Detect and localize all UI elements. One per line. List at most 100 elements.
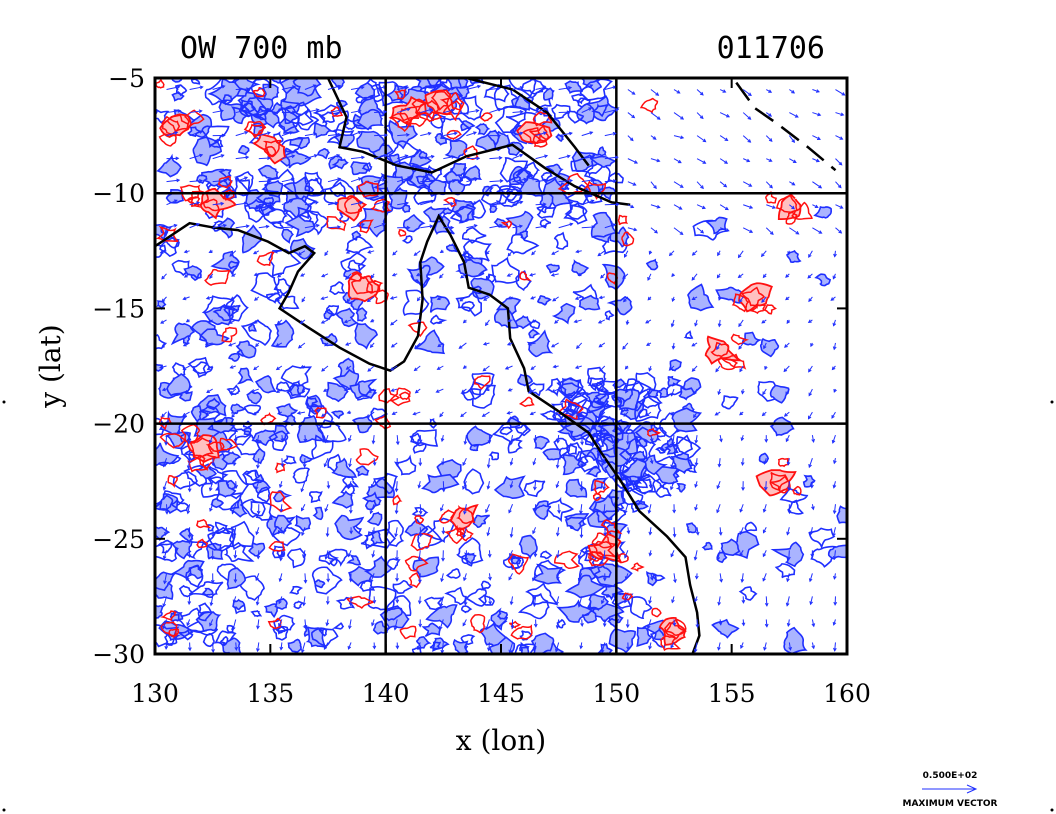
contour-shape xyxy=(430,113,446,129)
wind-vector xyxy=(762,573,767,582)
wind-vector-head xyxy=(345,276,349,280)
contour-shape xyxy=(414,329,446,355)
wind-vector xyxy=(691,273,698,281)
wind-vector-head xyxy=(599,387,604,392)
wind-vector xyxy=(345,273,352,280)
wind-vector-head xyxy=(716,509,720,514)
contour-shape xyxy=(460,120,476,132)
wind-vector xyxy=(397,202,409,206)
contour-shape xyxy=(554,550,580,569)
wind-vector xyxy=(304,154,318,160)
wind-vector-head xyxy=(507,252,512,257)
wind-vector-head xyxy=(343,319,348,324)
wind-vector-head xyxy=(390,367,395,371)
wind-vector-head xyxy=(556,439,560,444)
wind-vector-head xyxy=(791,181,796,186)
x-axis-label: x (lon) xyxy=(456,724,546,757)
wind-vector-head xyxy=(718,621,723,626)
wind-vector xyxy=(460,273,467,279)
contour-shape xyxy=(155,363,164,372)
wind-vector-head xyxy=(395,645,400,650)
contour-shape xyxy=(257,164,279,180)
contour-shape xyxy=(597,146,607,157)
wind-vector xyxy=(212,154,224,160)
wind-vector-head xyxy=(717,252,721,257)
wind-vector-head xyxy=(453,131,458,136)
wind-vector-head xyxy=(314,200,319,205)
wind-vector-head xyxy=(243,201,248,206)
wind-vector-head xyxy=(623,298,627,303)
contour-shape xyxy=(710,341,730,358)
contour-shape xyxy=(155,333,166,351)
contour-shape xyxy=(421,473,460,494)
contour-shape xyxy=(611,422,626,435)
wind-vector xyxy=(765,181,773,189)
contour-shape xyxy=(792,485,802,496)
wind-vector-head xyxy=(299,320,304,324)
wind-vector-head xyxy=(382,200,387,204)
wind-vector-head xyxy=(164,441,169,446)
wind-vector-head xyxy=(463,601,468,606)
wind-vector-head xyxy=(451,155,456,159)
wind-vector-head xyxy=(229,365,234,369)
wind-vector xyxy=(718,596,721,605)
wind-vector-head xyxy=(808,578,813,583)
wind-vector xyxy=(370,504,375,514)
wind-vector-head xyxy=(252,411,257,416)
wind-vector xyxy=(372,550,375,557)
contour-shape xyxy=(385,519,405,547)
wind-vector-head xyxy=(568,86,573,90)
wind-vector xyxy=(183,365,190,370)
wind-vector xyxy=(370,573,375,583)
wind-vector-head xyxy=(590,155,595,159)
wind-vector-head xyxy=(484,322,489,327)
wind-vector-head xyxy=(160,320,164,324)
wind-vector-head xyxy=(724,206,729,211)
contour-shape xyxy=(349,271,363,282)
wind-vector xyxy=(161,273,167,280)
wind-vector-head xyxy=(624,365,629,370)
wind-vector-head xyxy=(672,622,677,627)
wind-vector-head xyxy=(740,437,745,442)
wind-vector-head xyxy=(717,463,722,468)
wind-vector-head xyxy=(554,320,558,324)
wind-vector-head xyxy=(612,223,617,227)
wind-vector xyxy=(622,273,629,280)
contour-shape xyxy=(530,632,555,654)
wind-vector-head xyxy=(346,298,351,303)
wind-vector-head xyxy=(360,85,365,90)
contour-shape xyxy=(164,431,192,450)
contour-shape xyxy=(179,184,201,202)
contour-shape xyxy=(226,567,247,590)
wind-vector-head xyxy=(768,89,773,93)
wind-vector-head xyxy=(245,224,250,229)
contour-shape xyxy=(270,221,284,229)
contour-shape xyxy=(233,171,254,193)
wind-vector-head xyxy=(187,440,191,445)
wind-vector-head xyxy=(791,205,795,210)
contour-shape xyxy=(198,453,216,472)
contour-shape xyxy=(457,78,481,89)
contour-shape xyxy=(638,408,648,419)
wind-vector-head xyxy=(747,116,752,120)
contour-shape xyxy=(589,561,633,588)
wind-vector-head xyxy=(315,223,320,228)
contour-shape xyxy=(652,573,666,583)
wind-vector-head xyxy=(326,485,331,490)
contour-shape xyxy=(316,147,330,160)
wind-vector-head xyxy=(739,531,744,536)
contour-shape xyxy=(166,114,189,132)
wind-vector-head xyxy=(418,533,423,538)
contour-shape xyxy=(470,613,486,634)
contour-shape xyxy=(786,249,802,264)
wind-vector-head xyxy=(573,319,578,324)
contour-shape xyxy=(195,611,222,633)
wind-vector-head xyxy=(325,533,330,538)
wind-vector-head xyxy=(764,366,768,371)
contour-shape xyxy=(332,133,355,149)
wind-vector xyxy=(696,527,699,535)
wind-vector-head xyxy=(623,510,628,515)
wind-vector-head xyxy=(186,510,191,515)
wind-vector xyxy=(251,388,259,393)
wind-vector xyxy=(344,319,352,323)
